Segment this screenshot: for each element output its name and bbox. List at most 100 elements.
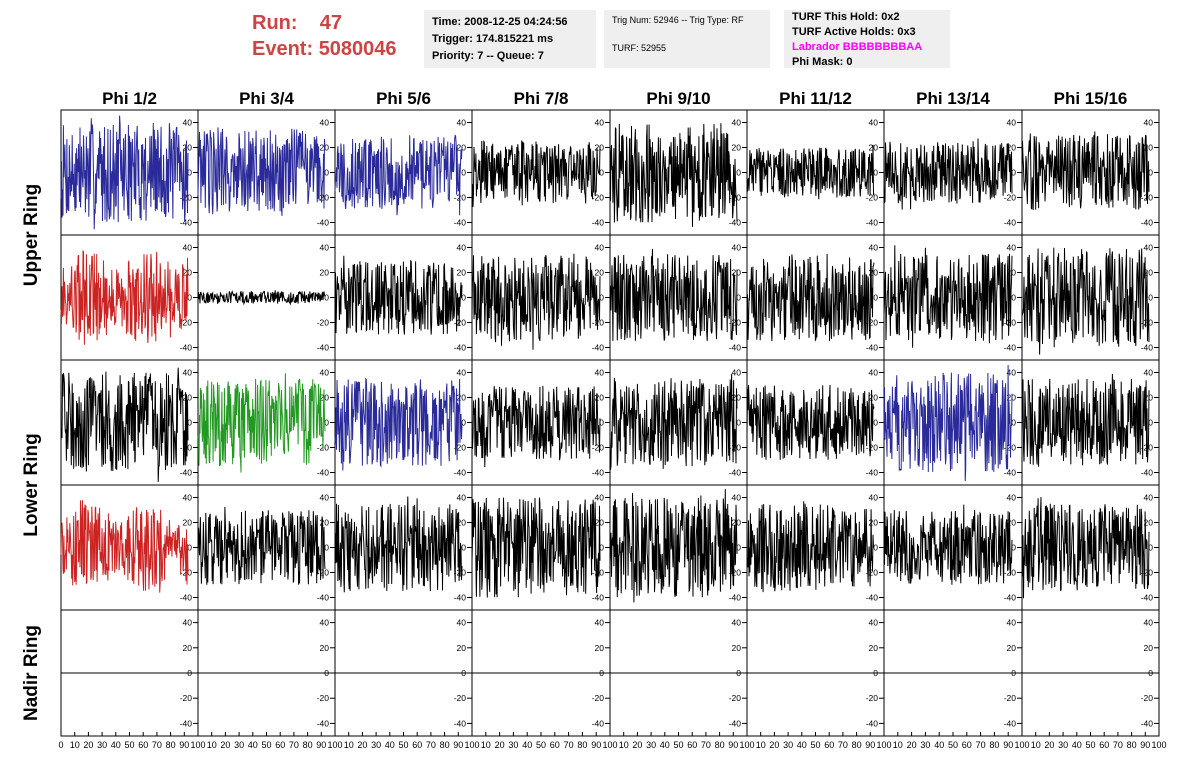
y-tick-label: -40 xyxy=(866,343,879,353)
y-tick-label: 20 xyxy=(1007,643,1017,653)
y-tick-label: 40 xyxy=(1007,243,1017,253)
y-tick-label: -40 xyxy=(1004,218,1017,228)
y-tick-label: -20 xyxy=(454,693,467,703)
x-tick-label: 10 xyxy=(619,740,629,750)
x-tick-label: 90 xyxy=(591,740,601,750)
x-tick-label: 80 xyxy=(303,740,313,750)
x-tick-label: 30 xyxy=(371,740,381,750)
y-tick-label: 40 xyxy=(457,368,467,378)
y-tick-label: -40 xyxy=(454,343,467,353)
y-tick-label: -40 xyxy=(592,718,605,728)
y-tick-label: -40 xyxy=(1141,593,1154,603)
waveform-trace xyxy=(1021,373,1150,467)
x-tick-label: 40 xyxy=(1072,740,1082,750)
y-tick-label: 0 xyxy=(1148,418,1153,428)
y-tick-label: 20 xyxy=(1007,143,1017,153)
y-tick-label: 0 xyxy=(1011,543,1016,553)
x-tick-label: 40 xyxy=(111,740,121,750)
x-tick-label: 80 xyxy=(1127,740,1137,750)
run-row: Run: 47 xyxy=(252,10,397,36)
y-tick-label: -40 xyxy=(180,468,193,478)
y-tick-label: 0 xyxy=(1011,168,1016,178)
row-label: Nadir Ring xyxy=(21,625,42,721)
waveform-trace xyxy=(746,144,875,200)
y-tick-label: 0 xyxy=(187,543,192,553)
waveform-trace xyxy=(60,250,189,345)
y-tick-label: 40 xyxy=(1144,368,1154,378)
event-label: Event: xyxy=(252,38,314,60)
y-tick-label: 0 xyxy=(736,543,741,553)
trig-info-box: Trig Num: 52946 -- Trig Type: RF TURF: 5… xyxy=(604,10,770,68)
y-tick-label: 20 xyxy=(595,268,605,278)
y-tick-label: 40 xyxy=(732,493,742,503)
y-tick-label: 40 xyxy=(1007,368,1017,378)
y-tick-label: 20 xyxy=(183,643,193,653)
y-tick-label: -40 xyxy=(729,468,742,478)
y-tick-label: 0 xyxy=(599,168,604,178)
waveform-trace xyxy=(471,139,601,207)
waveform-trace xyxy=(60,115,189,230)
x-tick-label: 20 xyxy=(220,740,230,750)
turf-text: TURF: 52955 xyxy=(612,43,667,53)
x-tick-label: 50 xyxy=(948,740,958,750)
y-tick-label: 40 xyxy=(1007,493,1017,503)
y-tick-label: 20 xyxy=(320,268,330,278)
y-tick-label: -40 xyxy=(1004,593,1017,603)
x-tick-label: 100 xyxy=(739,740,754,750)
column-label: Phi 13/14 xyxy=(916,89,990,108)
x-tick-label: 20 xyxy=(495,740,505,750)
waveform-trace xyxy=(60,500,189,593)
waveform-trace xyxy=(883,245,1013,348)
x-tick-label: 50 xyxy=(261,740,271,750)
y-tick-label: 20 xyxy=(869,393,879,403)
y-tick-label: 0 xyxy=(324,543,329,553)
y-tick-label: -40 xyxy=(180,593,193,603)
y-tick-label: 20 xyxy=(869,518,879,528)
y-tick-label: 0 xyxy=(1148,168,1153,178)
y-tick-label: -40 xyxy=(1004,468,1017,478)
y-tick-label: -40 xyxy=(592,593,605,603)
y-tick-label: 40 xyxy=(183,118,193,128)
y-tick-label: -40 xyxy=(729,343,742,353)
x-tick-label: 100 xyxy=(327,740,342,750)
x-tick-label: 10 xyxy=(1031,740,1041,750)
y-tick-label: -40 xyxy=(1141,343,1154,353)
waveform-trace xyxy=(334,377,463,471)
y-tick-label: 0 xyxy=(1148,543,1153,553)
y-tick-label: 20 xyxy=(732,143,742,153)
y-tick-label: 20 xyxy=(595,393,605,403)
x-tick-label: 60 xyxy=(275,740,285,750)
waveform-trace xyxy=(60,367,189,482)
y-tick-label: 20 xyxy=(1007,393,1017,403)
x-tick-label: 20 xyxy=(769,740,779,750)
y-tick-label: 20 xyxy=(320,643,330,653)
y-tick-label: 40 xyxy=(595,243,605,253)
y-tick-label: -20 xyxy=(1004,193,1017,203)
x-tick-label: 30 xyxy=(646,740,656,750)
y-tick-label: -40 xyxy=(729,718,742,728)
x-tick-label: 40 xyxy=(797,740,807,750)
x-tick-label: 80 xyxy=(166,740,176,750)
y-tick-label: 0 xyxy=(599,293,604,303)
y-tick-label: 0 xyxy=(324,293,329,303)
y-tick-label: -40 xyxy=(592,343,605,353)
x-tick-label: 30 xyxy=(508,740,518,750)
x-tick-label: 10 xyxy=(481,740,491,750)
time-info-box: Time: 2008-12-25 04:24:56 Trigger: 174.8… xyxy=(424,10,596,68)
y-tick-label: 20 xyxy=(457,643,467,653)
y-tick-label: 40 xyxy=(457,118,467,128)
y-tick-label: 0 xyxy=(599,418,604,428)
y-tick-label: -40 xyxy=(1141,468,1154,478)
x-tick-label: 40 xyxy=(660,740,670,750)
row-label: Upper Ring xyxy=(21,184,42,286)
